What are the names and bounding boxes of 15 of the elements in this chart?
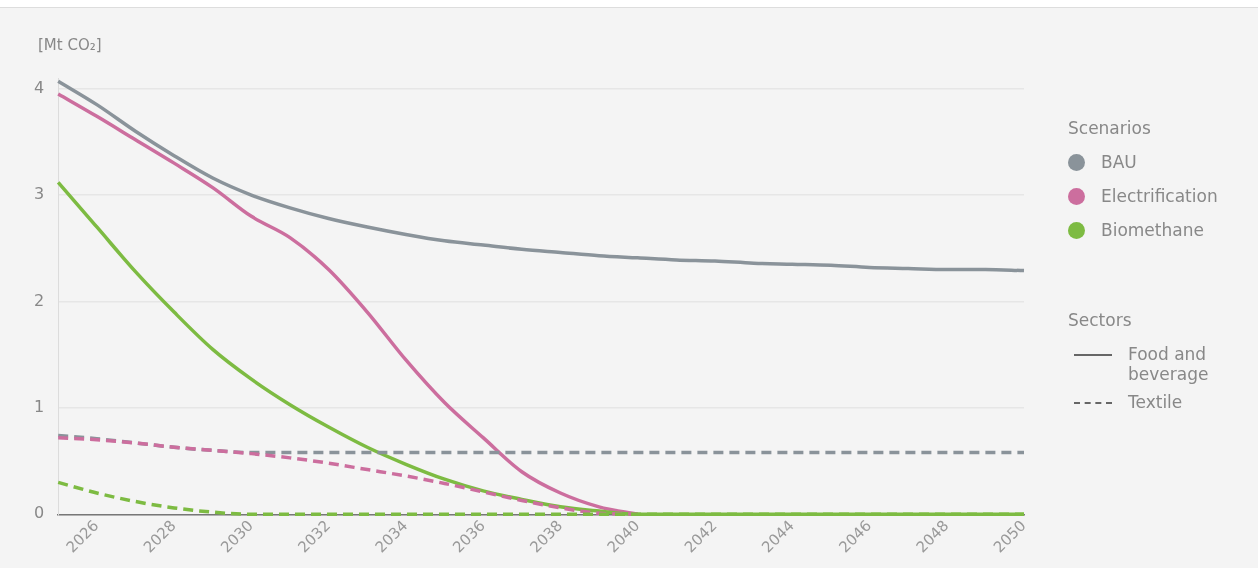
y-axis-title: [Mt CO₂] bbox=[38, 36, 102, 54]
y-tick-label: 3 bbox=[33, 184, 45, 204]
y-tick-label: 1 bbox=[33, 397, 45, 417]
text: Textile bbox=[1128, 392, 1184, 412]
text: Food and beverage bbox=[1128, 344, 1210, 384]
y-tick-label: 4 bbox=[33, 77, 45, 97]
line-series bbox=[56, 79, 1026, 273]
y-tick-label: 0 bbox=[33, 503, 45, 523]
y-tick-label: 2 bbox=[33, 290, 45, 310]
legend-label: Biomethane bbox=[1101, 220, 1204, 240]
line-series bbox=[56, 433, 1026, 455]
text: Sectors bbox=[1068, 310, 1133, 330]
legend-title: Scenarios bbox=[1068, 118, 1152, 138]
legend-label: BAU bbox=[1101, 152, 1137, 172]
legend-label: Electrification bbox=[1101, 186, 1218, 206]
